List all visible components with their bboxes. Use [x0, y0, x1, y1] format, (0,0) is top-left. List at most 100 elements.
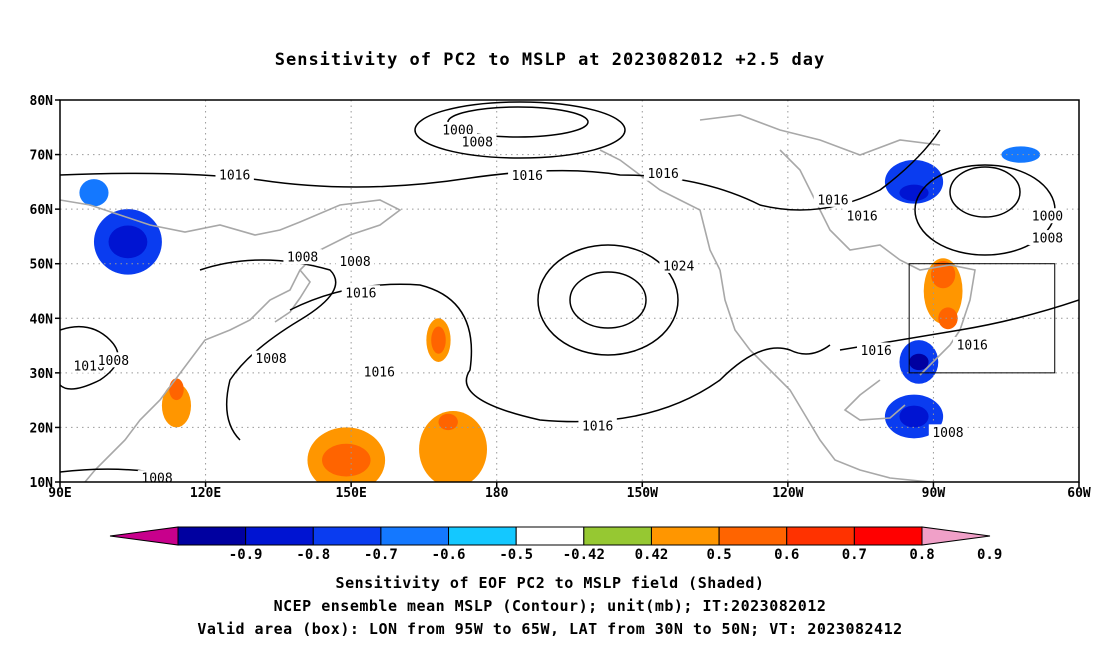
lat-label: 70N: [30, 149, 54, 164]
contour-label-bg: [659, 257, 698, 273]
shaded-region-17: [419, 411, 487, 482]
colorbar-min-arrow: [109, 526, 179, 546]
lon-label: 60W: [1067, 486, 1091, 501]
isobar-1016-north: [60, 129, 941, 211]
contour-label: 1016: [861, 344, 892, 359]
shaded-region-7: [909, 353, 929, 371]
coastline-alaska: [599, 149, 721, 271]
colorbar-swatch: [650, 526, 720, 546]
contour-label-bg: [643, 165, 683, 181]
contour-label: 1008: [339, 255, 370, 270]
colorbar-swatch: [380, 526, 450, 546]
contour-label: 1008: [141, 472, 172, 487]
lon-label: 150W: [627, 486, 658, 501]
lon-label: 120W: [772, 486, 803, 501]
colorbar-label: -0.6: [432, 547, 466, 563]
colorbar-swatch: [583, 526, 652, 546]
contour-label-bg: [341, 285, 381, 301]
caption-contour: NCEP ensemble mean MSLP (Contour); unit(…: [273, 597, 827, 615]
contour-label-bg: [335, 253, 375, 269]
lon-label: 90E: [48, 486, 71, 501]
lon-label: 180: [485, 486, 509, 501]
contour-label-bg: [953, 337, 992, 353]
map-frame: [59, 99, 1080, 483]
contour-label: 1008: [462, 136, 493, 151]
shaded-region-19: [161, 383, 192, 428]
isobar-1000-aleutian: [447, 106, 589, 138]
lat-label: 40N: [30, 312, 54, 327]
isobar-1000-atlantic: [949, 166, 1021, 218]
contour-label-bg: [94, 352, 133, 368]
lon-label: 90W: [922, 486, 946, 501]
contour-label-bg: [856, 342, 896, 358]
contour-label: 1016: [647, 167, 678, 182]
lon-label: 120E: [190, 486, 221, 501]
colorbar-label: -0.42: [563, 547, 605, 563]
contour-label-bg: [458, 134, 497, 150]
map-title: Sensitivity of PC2 to MSLP at 2023082012…: [274, 50, 826, 70]
contour-label: 1008: [1032, 232, 1063, 247]
coastline-north-america: [719, 269, 931, 482]
colorbar-label: -0.8: [296, 547, 330, 563]
colorbar-label: 0.7: [842, 547, 867, 563]
lat-label: 80N: [30, 94, 54, 109]
colorbar-label: 0.42: [635, 547, 669, 563]
lat-label: 20N: [30, 421, 54, 436]
contour-label: 1008: [932, 426, 963, 441]
colorbar-swatch: [312, 526, 382, 546]
coastline-gulf: [843, 379, 906, 421]
contour-label-bg: [215, 166, 254, 182]
colorbar-swatch: [177, 526, 247, 546]
valid-area-box: [908, 263, 1056, 374]
colorbar-max-arrow: [921, 526, 991, 546]
shaded-region-14: [431, 326, 446, 354]
shaded-region-9: [899, 405, 929, 428]
shaded-region-5: [1001, 146, 1041, 163]
isobar-1016-high-inner: [569, 271, 647, 329]
lat-label: 50N: [30, 258, 54, 273]
contour-label-bg: [1028, 208, 1067, 224]
contour-label-bg: [251, 350, 291, 366]
colorbar-label: 0.8: [909, 547, 934, 563]
contour-label: 1000: [1032, 210, 1063, 225]
shaded-region-18: [438, 413, 458, 431]
shaded-region-12: [938, 307, 958, 330]
colorbar-swatch: [853, 526, 923, 546]
caption-shaded: Sensitivity of EOF PC2 to MSLP field (Sh…: [335, 574, 765, 592]
colorbar-swatch: [515, 526, 585, 546]
shaded-region-4: [899, 184, 929, 201]
colorbar-label: -0.5: [499, 547, 533, 563]
contour-label: 1016: [219, 168, 250, 183]
contour-label: 1016: [364, 365, 395, 380]
contour-label-bg: [928, 424, 968, 440]
shaded-region-2: [79, 179, 109, 207]
shaded-region-20: [169, 378, 184, 401]
colorbar-swatch: [718, 526, 788, 546]
colorbar-label: -0.7: [364, 547, 398, 563]
contour-label: 1024: [663, 259, 694, 274]
isobar-1016-south: [289, 283, 831, 423]
isobar-1024-high: [537, 244, 679, 356]
contour-label-bg: [578, 417, 617, 433]
contour-label-bg: [813, 191, 853, 207]
contour-label-bg: [508, 167, 547, 183]
colorbar-label: -0.9: [229, 547, 263, 563]
colorbar-label: 0.6: [774, 547, 799, 563]
contour-label: 1016: [512, 169, 543, 184]
colorbar-label: 0.5: [706, 547, 731, 563]
caption-valid-area: Valid area (box): LON from 95W to 65W, L…: [197, 620, 903, 638]
coastline-arctic: [699, 114, 941, 156]
isobar-1008-west: [199, 259, 337, 441]
contour-label: 1008: [98, 354, 129, 369]
contour-label: 1016: [582, 419, 613, 434]
shaded-region-1: [108, 225, 148, 259]
contour-label: 1016: [345, 287, 376, 302]
isobar-1008-aleutian: [414, 101, 626, 159]
contour-label-bg: [842, 208, 882, 224]
contour-label-bg: [360, 363, 399, 379]
contour-label: 1016: [817, 193, 848, 208]
colorbar-swatch: [448, 526, 517, 546]
contour-label-bg: [1028, 230, 1067, 246]
contour-label: 1008: [287, 251, 318, 266]
